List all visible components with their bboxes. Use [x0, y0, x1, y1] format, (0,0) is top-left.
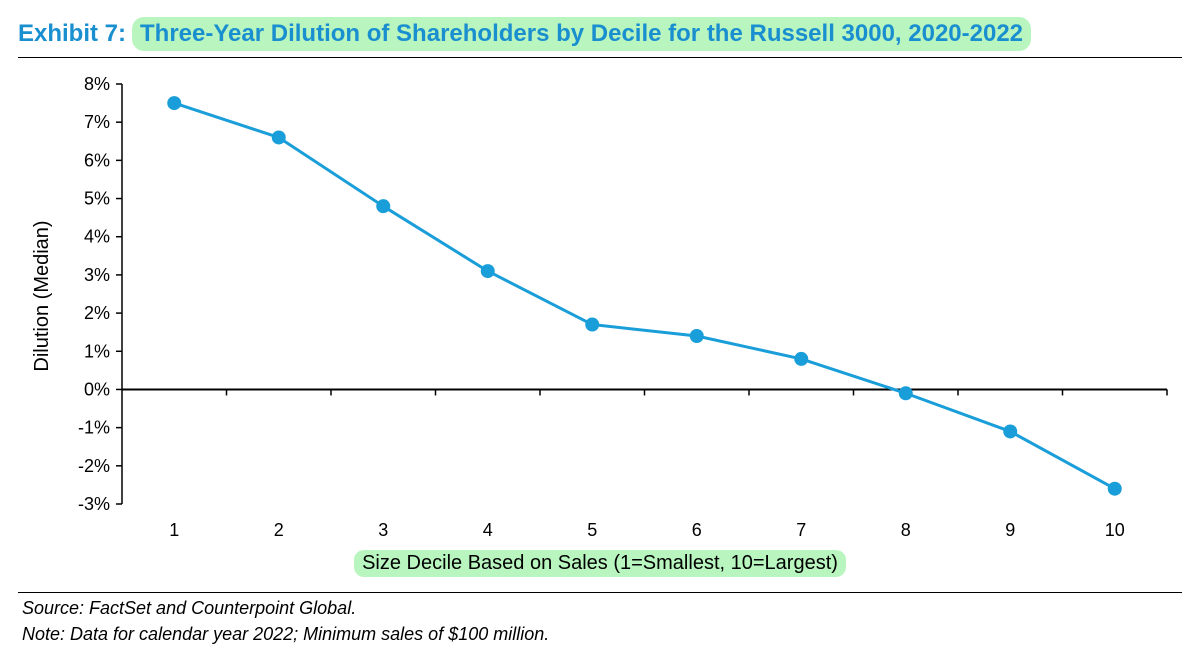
- x-axis-label: Size Decile Based on Sales (1=Smallest, …: [354, 550, 846, 577]
- x-tick-label: 5: [587, 520, 597, 540]
- x-axis-label-wrap: Size Decile Based on Sales (1=Smallest, …: [0, 550, 1200, 577]
- exhibit-label: Exhibit 7:: [18, 20, 127, 47]
- y-tick-label: -1%: [78, 418, 110, 438]
- y-axis-title: Dilution (Median): [31, 220, 53, 371]
- data-point: [480, 264, 495, 279]
- data-point: [1003, 424, 1018, 439]
- x-tick-label: 8: [901, 520, 911, 540]
- data-point: [794, 351, 809, 366]
- y-tick-label: -3%: [78, 494, 110, 514]
- y-tick-label: 0%: [84, 379, 110, 399]
- chart-title: Three-Year Dilution of Shareholders by D…: [132, 17, 1032, 51]
- y-tick-label: 2%: [84, 303, 110, 323]
- data-point: [376, 199, 391, 214]
- x-tick-label: 4: [483, 520, 493, 540]
- x-tick-label: 9: [1005, 520, 1015, 540]
- bottom-divider: [18, 592, 1182, 593]
- data-point: [1107, 481, 1122, 496]
- x-tick-label: 3: [378, 520, 388, 540]
- y-tick-label: -2%: [78, 456, 110, 476]
- data-point: [585, 317, 600, 332]
- data-point: [271, 130, 286, 145]
- data-point: [167, 96, 182, 111]
- y-tick-label: 1%: [84, 341, 110, 361]
- y-tick-label: 4%: [84, 227, 110, 247]
- y-tick-label: 8%: [84, 74, 110, 94]
- x-tick-label: 6: [692, 520, 702, 540]
- x-tick-label: 2: [274, 520, 284, 540]
- y-tick-label: 3%: [84, 265, 110, 285]
- series-line: [173, 101, 1116, 491]
- data-note: Note: Data for calendar year 2022; Minim…: [22, 624, 550, 644]
- x-tick-label: 7: [796, 520, 806, 540]
- y-tick-label: 7%: [84, 112, 110, 132]
- data-point: [898, 386, 913, 401]
- y-tick-label: 5%: [84, 189, 110, 209]
- x-tick-label: 10: [1105, 520, 1125, 540]
- source-note: Source: FactSet and Counterpoint Global.: [22, 598, 357, 618]
- title-row: Exhibit 7: Three-Year Dilution of Shareh…: [18, 14, 1032, 54]
- y-tick-label: 6%: [84, 150, 110, 170]
- top-divider: [18, 57, 1182, 58]
- data-point: [689, 329, 704, 343]
- x-tick-label: 1: [169, 520, 179, 540]
